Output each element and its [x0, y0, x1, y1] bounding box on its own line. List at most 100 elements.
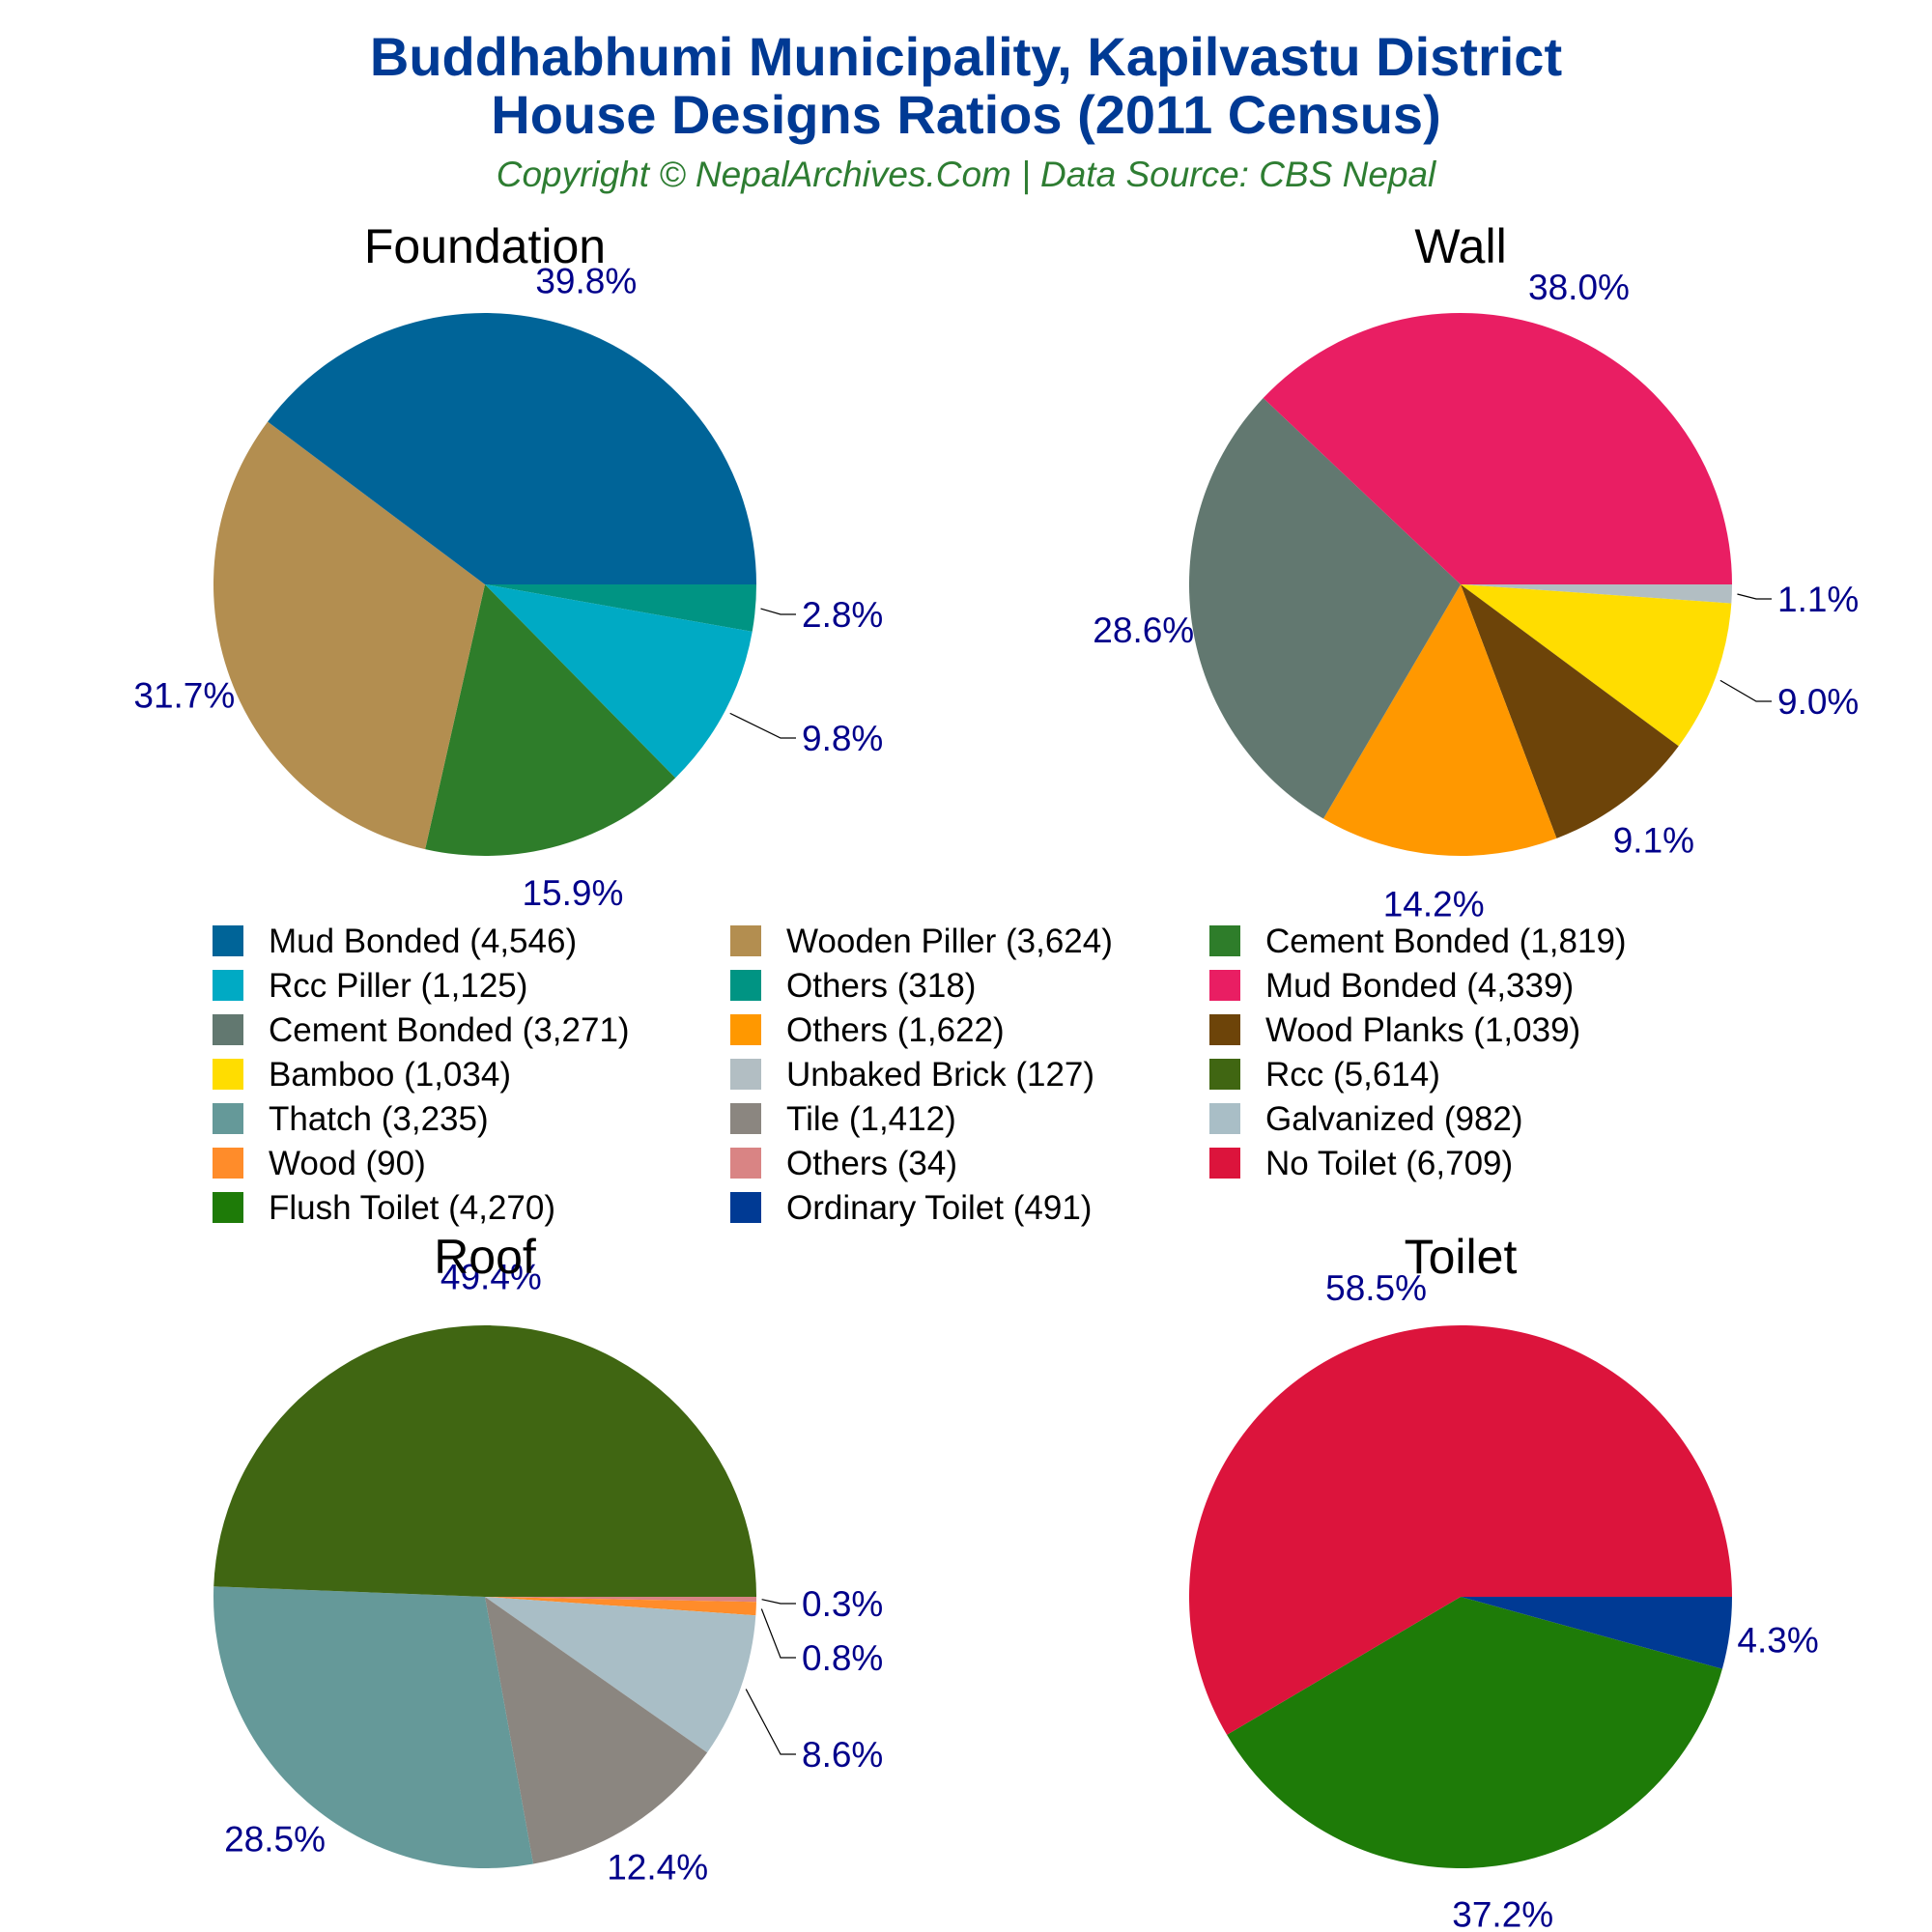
- legend-item-label: Thatch (3,235): [269, 1100, 489, 1138]
- legend-swatch: [730, 1103, 761, 1134]
- slice-label-foundation-cement-bonded: 15.9%: [522, 873, 623, 913]
- legend-swatch: [730, 925, 761, 956]
- slice-label-wall-others: 14.2%: [1383, 884, 1485, 923]
- slice-roof-tile: [485, 1597, 708, 1864]
- slice-toilet-no-toilet: [1188, 1325, 1732, 1735]
- slice-label-roof-tile: 12.4%: [607, 1847, 708, 1887]
- chart-title-line2: House Designs Ratios (2011 Census): [491, 84, 1440, 145]
- leader-line-roof-others: [761, 1599, 796, 1605]
- legend-swatch: [213, 925, 243, 956]
- legend-swatch: [213, 970, 243, 1001]
- pie-toilet: 58.5% 37.2% 4.3% Toilet: [1188, 1230, 1819, 1932]
- slice-label-wall-cement-bonded: 28.6%: [1093, 611, 1194, 650]
- slice-label-wall-wood-planks: 9.1%: [1613, 821, 1694, 861]
- slice-foundation-rcc-piller: [485, 584, 753, 779]
- slice-wall-cement-bonded: [1189, 398, 1461, 819]
- legend-item-label: Others (1,622): [786, 1011, 1005, 1049]
- slice-wall-others: [1322, 584, 1557, 856]
- legend-swatch: [213, 1192, 243, 1223]
- legend-swatch: [1209, 1059, 1240, 1090]
- legend-item-label: No Toilet (6,709): [1265, 1145, 1513, 1182]
- leader-line-foundation-rcc-piller: [729, 712, 796, 739]
- legend-item-label: Galvanized (982): [1265, 1100, 1523, 1138]
- slice-foundation-mud-bonded: [268, 312, 757, 584]
- legend-item-label: Wood (90): [269, 1145, 426, 1182]
- slice-wall-mud-bonded: [1263, 312, 1732, 584]
- pie-wall: 38.0% 28.6% 14.2% 9.1% 9.0% 1.1% Wall: [1093, 219, 1859, 923]
- legend-swatch: [213, 1014, 243, 1045]
- legend-item-label: Wood Planks (1,039): [1265, 1011, 1580, 1049]
- legend-item-label: Mud Bonded (4,546): [269, 923, 577, 960]
- legend-swatch: [1209, 1014, 1240, 1045]
- slice-label-foundation-rcc-piller: 9.8%: [802, 719, 883, 758]
- slice-label-toilet-no-toilet: 58.5%: [1325, 1268, 1427, 1308]
- pie-foundation: 39.8% 31.7% 15.9% 9.8% 2.8% Foundation: [133, 219, 883, 913]
- slice-roof-others: [485, 1597, 756, 1603]
- legend: Mud Bonded (4,546) Wooden Piller (3,624) C…: [213, 923, 1627, 1227]
- chart-title-line1: Buddhabhumi Municipality, Kapilvastu Dis…: [370, 26, 1562, 87]
- slice-toilet-ordinary-toilet: [1461, 1597, 1733, 1669]
- legend-swatch: [730, 1148, 761, 1179]
- legend-swatch: [1209, 925, 1240, 956]
- slice-label-wall-mud-bonded: 38.0%: [1528, 268, 1630, 307]
- slice-label-roof-others: 0.3%: [802, 1584, 883, 1624]
- legend-item-label: Unbaked Brick (127): [786, 1056, 1094, 1094]
- legend-swatch: [1209, 970, 1240, 1001]
- legend-swatch: [213, 1103, 243, 1134]
- slice-label-toilet-flush-toilet: 37.2%: [1452, 1895, 1553, 1932]
- slice-label-wall-bamboo: 9.0%: [1777, 682, 1859, 722]
- legend-item-label: Ordinary Toilet (491): [786, 1189, 1092, 1227]
- legend-item-label: Tile (1,412): [786, 1100, 956, 1138]
- slice-foundation-others: [485, 584, 757, 632]
- slice-label-foundation-mud-bonded: 39.8%: [535, 261, 637, 300]
- legend-swatch: [1209, 1148, 1240, 1179]
- leader-line-wall-unbaked-brick: [1737, 593, 1772, 600]
- slice-foundation-wooden-piller: [213, 421, 485, 850]
- slice-label-roof-rcc: 49.4%: [440, 1257, 542, 1296]
- leader-line-roof-wood: [760, 1608, 796, 1659]
- legend-item-label: Bamboo (1,034): [269, 1056, 511, 1094]
- chart-subtitle: Copyright © NepalArchives.Com | Data Sou…: [497, 155, 1437, 194]
- slice-label-wall-unbaked-brick: 1.1%: [1777, 580, 1859, 619]
- slice-roof-thatch: [213, 1586, 534, 1868]
- pie-roof: 49.4% 28.5% 12.4% 8.6% 0.8% 0.3% Roof: [213, 1230, 883, 1887]
- slice-toilet-flush-toilet: [1227, 1597, 1722, 1868]
- legend-item-label: Cement Bonded (1,819): [1265, 923, 1627, 960]
- legend-swatch: [730, 1059, 761, 1090]
- slice-foundation-cement-bonded: [425, 584, 676, 856]
- slice-wall-unbaked-brick: [1461, 584, 1732, 604]
- legend-swatch: [730, 1192, 761, 1223]
- legend-swatch: [730, 970, 761, 1001]
- pie-title-foundation: Foundation: [364, 219, 606, 273]
- legend-item-label: Rcc (5,614): [1265, 1056, 1440, 1094]
- slice-label-toilet-ordinary-toilet: 4.3%: [1737, 1620, 1818, 1660]
- legend-swatch: [213, 1148, 243, 1179]
- leader-line-wall-bamboo: [1719, 679, 1772, 702]
- legend-swatch: [1209, 1103, 1240, 1134]
- leader-line-roof-galvanized: [745, 1689, 796, 1755]
- legend-swatch: [730, 1014, 761, 1045]
- slice-label-roof-galvanized: 8.6%: [802, 1735, 883, 1775]
- legend-item-label: Flush Toilet (4,270): [269, 1189, 555, 1227]
- pie-title-toilet: Toilet: [1405, 1230, 1518, 1284]
- legend-item-label: Mud Bonded (4,339): [1265, 967, 1574, 1005]
- legend-item-label: Rcc Piller (1,125): [269, 967, 527, 1005]
- slice-label-roof-thatch: 28.5%: [224, 1819, 326, 1859]
- legend-item-label: Others (34): [786, 1145, 957, 1182]
- slice-roof-rcc: [213, 1325, 756, 1597]
- slice-label-foundation-wooden-piller: 31.7%: [133, 676, 235, 716]
- legend-item-label: Others (318): [786, 967, 976, 1005]
- slice-label-roof-wood: 0.8%: [802, 1638, 883, 1678]
- slice-label-foundation-others: 2.8%: [802, 595, 883, 635]
- pie-title-wall: Wall: [1414, 219, 1506, 273]
- slice-roof-wood: [485, 1597, 756, 1616]
- slice-wall-wood-planks: [1461, 584, 1679, 838]
- legend-item-label: Cement Bonded (3,271): [269, 1011, 630, 1049]
- slice-wall-bamboo: [1461, 584, 1732, 747]
- slice-roof-galvanized: [485, 1597, 756, 1753]
- legend-item-label: Wooden Piller (3,624): [786, 923, 1113, 960]
- legend-swatch: [213, 1059, 243, 1090]
- leader-line-foundation-others: [760, 608, 796, 615]
- pie-title-roof: Roof: [434, 1230, 536, 1284]
